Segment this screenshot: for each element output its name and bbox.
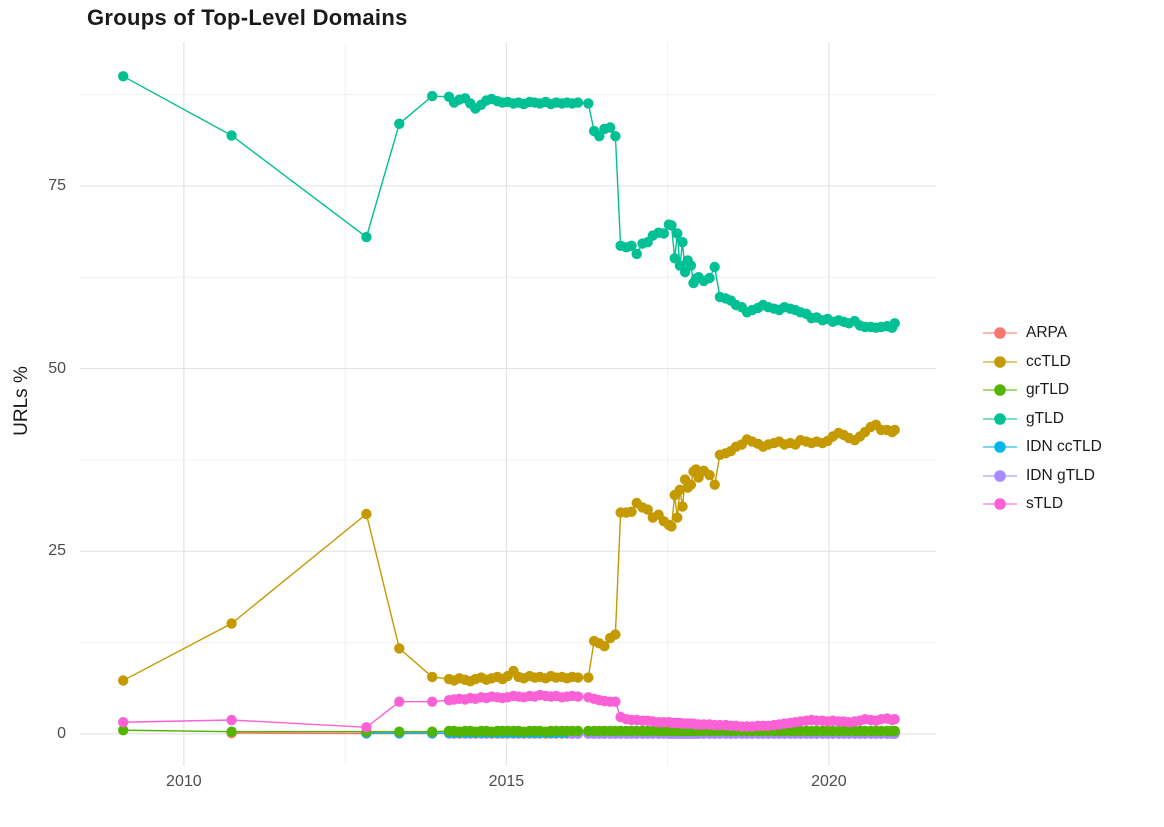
data-point-cctld (704, 470, 715, 481)
y-tick-label-25: 25 (48, 542, 66, 560)
legend-item-idn-cctld: IDN ccTLD (982, 433, 1102, 462)
data-point-gtld (672, 228, 683, 239)
legend-label: IDN ccTLD (1026, 438, 1102, 456)
data-point-grtld (572, 725, 584, 737)
data-point-gtld (704, 272, 715, 284)
data-point-cctld (685, 479, 697, 490)
data-point-stld (889, 714, 900, 725)
data-point-gtld (677, 237, 688, 248)
x-tick-label-2010: 2010 (166, 773, 202, 790)
data-point-gtld (427, 90, 438, 102)
data-point-gtld (361, 231, 372, 243)
data-point-cctld (642, 504, 653, 515)
data-point-cctld (572, 672, 584, 683)
data-point-gtld (631, 248, 642, 260)
data-point-cctld (666, 521, 677, 532)
legend-item-cctld: ccTLD (982, 348, 1102, 377)
data-point-cctld (626, 506, 637, 517)
x-tick-label-2015: 2015 (488, 773, 525, 790)
legend-key-icon (983, 498, 1017, 511)
data-point-cctld (226, 618, 237, 629)
legend-item-arpa: ARPA (982, 319, 1102, 348)
data-point-gtld (605, 122, 616, 133)
data-point-cctld (889, 424, 900, 436)
data-point-gtld (685, 260, 697, 271)
legend-key-icon (983, 469, 1017, 482)
data-point-cctld (427, 671, 438, 683)
legend-item-grtld: grTLD (982, 376, 1102, 405)
legend-label: ccTLD (1026, 352, 1071, 370)
legend: ARPA ccTLD grTLD gTLD IDN ccTLD IDN gTLD sTLD (982, 319, 1102, 519)
legend-key-icon (983, 355, 1017, 368)
data-point-stld (394, 696, 405, 707)
x-tick-label-2020: 2020 (811, 773, 847, 790)
data-point-stld (427, 696, 438, 707)
data-point-cctld (361, 508, 372, 520)
legend-key-icon (983, 384, 1017, 397)
data-point-cctld (583, 672, 594, 683)
legend-label: gTLD (1026, 409, 1064, 427)
series-line-gtld (122, 75, 896, 329)
legend-item-stld: sTLD (982, 490, 1102, 519)
legend-item-idn-gtld: IDN gTLD (982, 462, 1102, 491)
legend-key-icon (983, 441, 1017, 454)
data-point-gtld (658, 228, 669, 239)
legend-label: grTLD (1026, 381, 1070, 399)
data-point-cctld (672, 512, 683, 523)
data-point-grtld (889, 725, 900, 737)
data-point-gtld (394, 118, 405, 129)
data-point-stld (226, 714, 237, 726)
data-point-gtld (583, 98, 594, 109)
data-point-cctld (674, 484, 686, 495)
data-point-gtld (666, 220, 677, 231)
data-point-cctld (118, 675, 129, 686)
data-point-cctld (709, 479, 720, 490)
data-point-stld (610, 696, 621, 707)
data-point-gtld (889, 318, 900, 329)
data-point-cctld (599, 641, 610, 652)
data-point-gtld (226, 130, 237, 141)
data-point-grtld (427, 726, 438, 737)
data-point-gtld (610, 131, 621, 142)
data-point-cctld (394, 643, 405, 654)
legend-key-icon (983, 327, 1017, 340)
legend-label: sTLD (1026, 495, 1064, 513)
data-point-grtld (118, 725, 129, 736)
chart-title: Groups of Top-Level Domains (87, 5, 408, 30)
data-point-stld (118, 717, 129, 728)
data-point-cctld (677, 501, 688, 512)
y-tick-label-0: 0 (57, 724, 66, 742)
data-point-gtld (709, 261, 720, 273)
data-point-gtld (118, 71, 129, 82)
data-point-gtld (572, 97, 584, 108)
legend-label: ARPA (1026, 324, 1068, 342)
legend-item-gtld: gTLD (982, 405, 1102, 434)
data-point-grtld (226, 726, 237, 737)
data-point-gtld (626, 240, 637, 251)
data-point-cctld (610, 629, 621, 640)
data-point-gtld (594, 131, 605, 142)
y-tick-label-75: 75 (48, 176, 66, 194)
data-point-gtld (669, 253, 680, 264)
y-axis-title: URLs % (11, 366, 32, 436)
legend-key-icon (983, 412, 1017, 425)
data-point-stld (361, 722, 372, 733)
data-point-stld (572, 691, 584, 702)
data-point-grtld (394, 726, 405, 737)
y-tick-label-50: 50 (48, 359, 66, 377)
legend-label: IDN gTLD (1026, 466, 1095, 484)
data-point-cctld (690, 464, 702, 475)
